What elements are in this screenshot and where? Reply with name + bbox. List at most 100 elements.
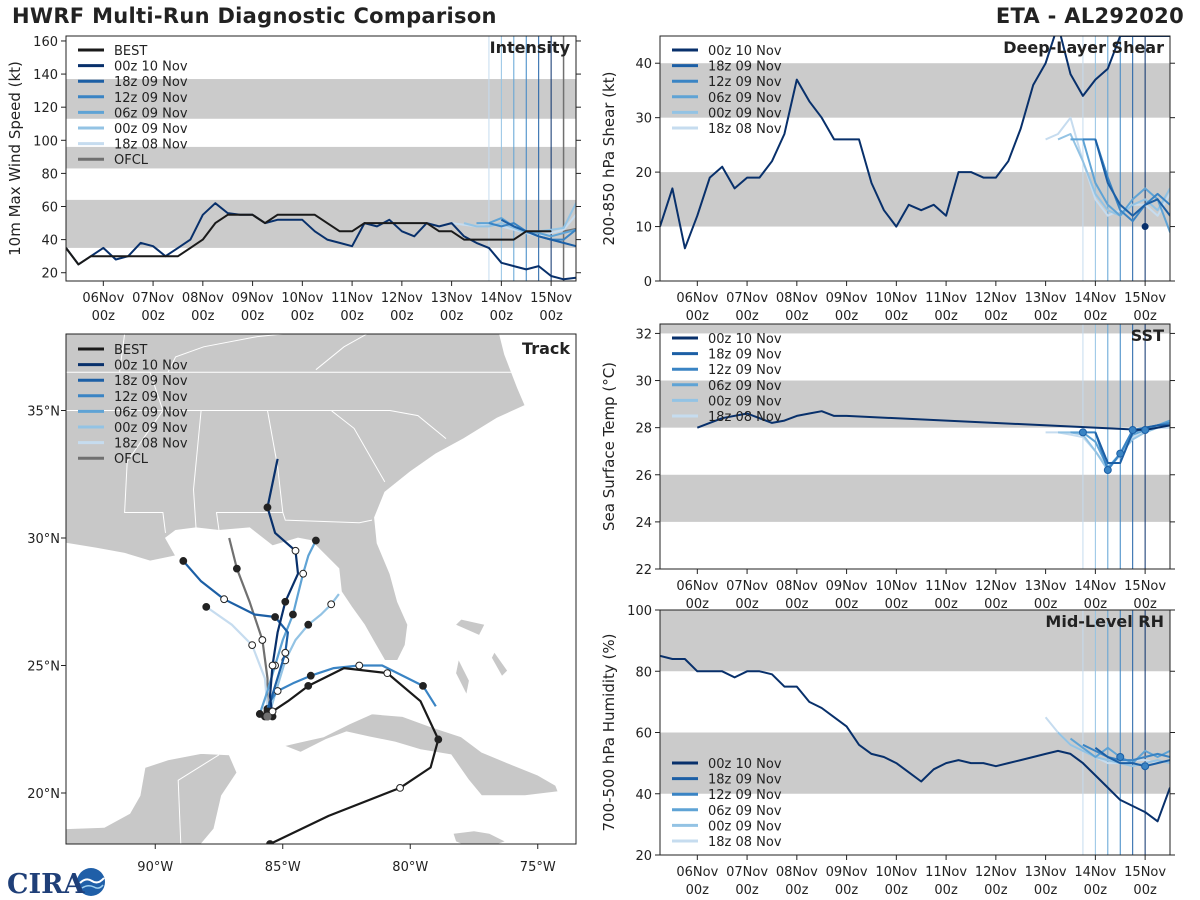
y-tick-label: 40 <box>635 788 652 803</box>
legend-label: 12z 09 Nov <box>114 390 188 405</box>
x-tick-label: 09Nov <box>826 865 868 880</box>
y-tick-label: 26 <box>635 469 652 484</box>
legend-label: 00z 09 Nov <box>114 122 188 137</box>
series-line-18z-09-nov <box>1094 139 1170 217</box>
track-line-12z-09-nov <box>263 664 437 717</box>
x-tick-label: 00z <box>686 309 710 324</box>
x-tick-label: 00z <box>1034 597 1058 612</box>
series-line-06z-09-nov <box>1070 138 1170 233</box>
state-border <box>167 334 283 373</box>
x-tick-label: 00z <box>340 309 364 324</box>
x-tick-label: 00z <box>735 597 759 612</box>
x-tick-label: 00z <box>1034 309 1058 324</box>
x-tick-label: 00z <box>785 597 809 612</box>
x-tick-label: 00z <box>735 309 759 324</box>
lat-tick-label: 30°N <box>27 532 60 547</box>
x-tick-label: 00z <box>390 309 414 324</box>
land-bahamas <box>491 652 508 676</box>
legend-label: 12z 09 Nov <box>708 75 782 90</box>
legend-label: 00z 09 Nov <box>708 819 782 834</box>
x-tick-label: 00z <box>141 309 165 324</box>
series-point <box>1078 428 1087 437</box>
y-tick-label: 10 <box>635 221 652 236</box>
x-tick-label: 13Nov <box>431 291 473 306</box>
y-tick-label: 120 <box>33 101 58 116</box>
x-tick-label: 09Nov <box>826 579 868 594</box>
track-point-best <box>396 784 404 792</box>
legend-label: 18z 08 Nov <box>114 138 188 153</box>
shaded-band <box>660 172 1170 227</box>
x-tick-label: 10Nov <box>875 865 917 880</box>
series-line-12z-09-nov <box>1082 138 1170 223</box>
x-tick-label: 00z <box>785 309 809 324</box>
track-point-18z-09-nov <box>271 613 280 621</box>
x-tick-label: 08Nov <box>182 291 224 306</box>
legend-label: 00z 10 Nov <box>708 332 782 347</box>
series-line-12z-09-nov <box>1082 743 1170 762</box>
axes-frame <box>659 323 1171 570</box>
x-tick-label: 15Nov <box>530 291 572 306</box>
series-line-00z-10-nov <box>660 654 1170 823</box>
x-tick-label: 00z <box>785 883 809 898</box>
x-tick-label: 00z <box>92 309 116 324</box>
track-point-06z-09-nov <box>299 569 308 578</box>
track-point-00z-10-nov <box>268 661 277 670</box>
series-line-06z-09-nov <box>1070 419 1170 469</box>
x-tick-label: 00z <box>934 309 958 324</box>
x-tick-label: 06Nov <box>676 579 718 594</box>
x-tick-label: 15Nov <box>1124 291 1166 306</box>
series-point <box>1141 426 1150 435</box>
x-tick-label: 12Nov <box>975 579 1017 594</box>
series-line-18z-08-nov <box>451 213 576 238</box>
x-tick-label: 00z <box>984 309 1008 324</box>
series-line-best <box>66 213 552 266</box>
x-tick-label: 00z <box>984 597 1008 612</box>
x-tick-label: 00z <box>1084 597 1108 612</box>
series-line-00z-09-nov <box>463 202 576 234</box>
legend-label: 00z 10 Nov <box>708 757 782 772</box>
series-point <box>1103 466 1112 475</box>
y-tick-label: 100 <box>33 134 58 149</box>
x-tick-label: 12Nov <box>381 291 423 306</box>
legend-label: 06z 09 Nov <box>708 91 782 106</box>
y-tick-label: 30 <box>635 112 652 127</box>
x-tick-label: 06Nov <box>82 291 124 306</box>
y-tick-label: 20 <box>635 166 652 181</box>
track-point-best <box>268 707 277 716</box>
x-tick-label: 12Nov <box>975 865 1017 880</box>
x-tick-label: 00z <box>885 309 909 324</box>
axes-frame <box>65 35 577 282</box>
track-line-00z-10-nov <box>266 458 300 717</box>
legend-label: 12z 09 Nov <box>708 363 782 378</box>
lat-tick-label: 25°N <box>27 660 60 675</box>
x-tick-label: 00z <box>1034 883 1058 898</box>
panel-title: Deep-Layer Shear <box>1003 38 1164 57</box>
lat-tick-label: 20°N <box>27 787 60 802</box>
y-tick-label: 80 <box>635 665 652 680</box>
x-tick-label: 00z <box>835 597 859 612</box>
track-point-12z-09-nov <box>419 682 427 690</box>
y-axis-label: 200-850 hPa Shear (kt) <box>600 72 618 246</box>
x-tick-label: 00z <box>1133 597 1157 612</box>
panel-rh: 20 40 60 80 100 06Nov 00z 07Nov 00z 08Nov 00z 09Nov… <box>600 604 1175 898</box>
country-border <box>177 754 220 844</box>
legend-label: 00z 09 Nov <box>708 394 782 409</box>
series-line-00z-10-nov <box>66 202 576 281</box>
track-line-ofcl <box>228 537 269 717</box>
series-line-00z-10-nov <box>696 410 1170 431</box>
y-tick-label: 80 <box>41 167 58 182</box>
current-position <box>263 712 272 721</box>
legend-label: 12z 09 Nov <box>114 91 188 106</box>
cira-logo-globe <box>77 868 105 896</box>
x-tick-label: 07Nov <box>132 291 174 306</box>
x-tick-label: 00z <box>984 883 1008 898</box>
x-tick-label: 11Nov <box>331 291 373 306</box>
track-point-18z-09-nov <box>281 648 290 657</box>
x-tick-label: 09Nov <box>232 291 274 306</box>
series-line-00z-09-nov <box>1057 133 1170 217</box>
track-point-00z-10-nov <box>281 597 290 606</box>
x-tick-label: 08Nov <box>776 579 818 594</box>
state-border <box>66 410 447 439</box>
track-point-best <box>304 682 313 690</box>
track-point-06z-09-nov <box>289 610 297 619</box>
